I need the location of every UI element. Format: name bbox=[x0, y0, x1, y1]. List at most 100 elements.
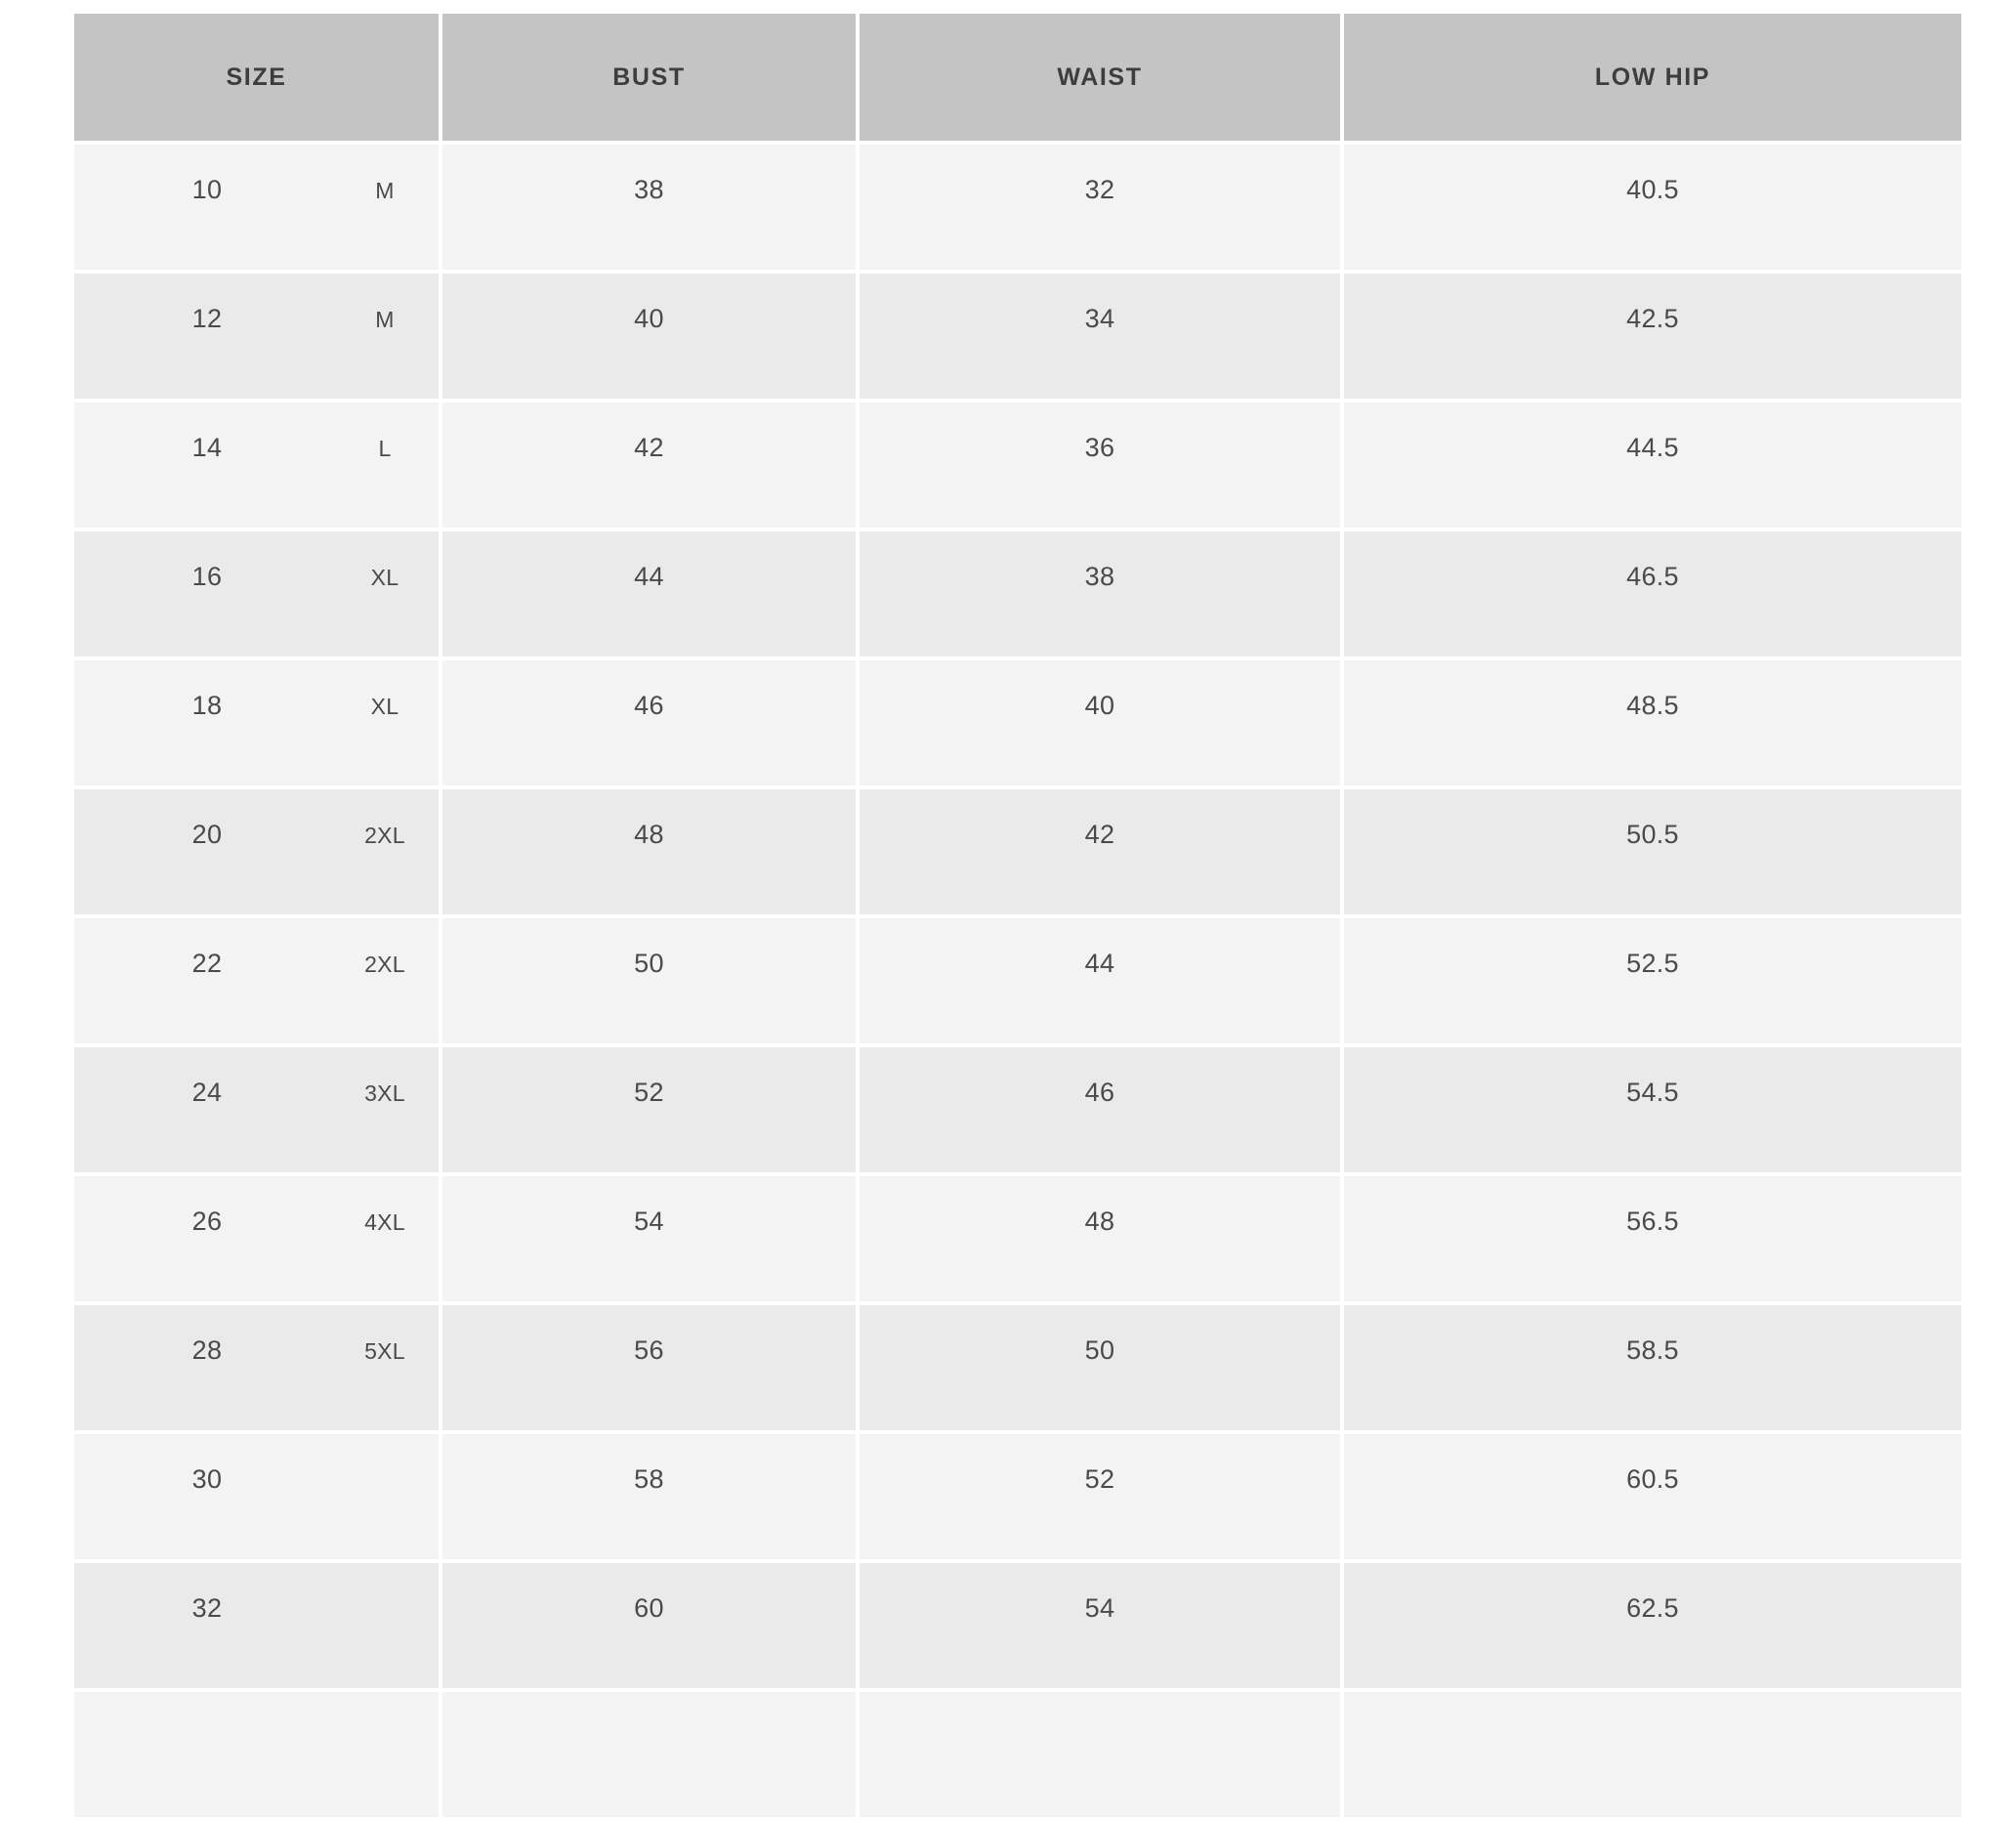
cell-low-hip-value: 46.5 bbox=[1626, 562, 1679, 591]
cell-bust: 44 bbox=[442, 531, 856, 656]
cell-low-hip: 52.5 bbox=[1344, 918, 1961, 1043]
size-number: 30 bbox=[191, 1464, 223, 1494]
column-header-bust: BUST bbox=[442, 14, 856, 141]
cell-waist: 42 bbox=[860, 789, 1340, 914]
cell-low-hip: 44.5 bbox=[1344, 402, 1961, 528]
cell-low-hip: 40.5 bbox=[1344, 145, 1961, 270]
column-header-hip: LOW HIP bbox=[1344, 14, 1961, 141]
cell-waist: 44 bbox=[860, 918, 1340, 1043]
cell-bust: 42 bbox=[442, 402, 856, 528]
size-chart: SIZE BUST WAIST LOW HIP 10 M 38 32 40.5 12 M 40… bbox=[74, 14, 1961, 1817]
cell-waist: 46 bbox=[860, 1047, 1340, 1172]
table-row: 22 2XL 50 44 52.5 bbox=[74, 918, 1961, 1043]
cell-bust-value: 60 bbox=[634, 1593, 664, 1623]
table-row: 20 2XL 48 42 50.5 bbox=[74, 789, 1961, 914]
cell-waist-value: 40 bbox=[1084, 691, 1115, 720]
cell-bust-value: 38 bbox=[634, 175, 664, 204]
size-letter-code: M bbox=[375, 307, 395, 332]
cell-size: 10 M bbox=[74, 145, 439, 270]
cell-waist-value: 32 bbox=[1084, 175, 1115, 204]
cell-low-hip-value: 52.5 bbox=[1626, 949, 1679, 978]
cell-waist: 50 bbox=[860, 1305, 1340, 1430]
cell-bust-value: 56 bbox=[634, 1335, 664, 1365]
cell-size: 14 L bbox=[74, 402, 439, 528]
cell-low-hip: 42.5 bbox=[1344, 274, 1961, 399]
cell-waist: 52 bbox=[860, 1434, 1340, 1559]
cell-low-hip: 58.5 bbox=[1344, 1305, 1961, 1430]
size-cell-inner: 24 3XL bbox=[74, 1047, 439, 1172]
cell-waist-value: 34 bbox=[1084, 304, 1115, 333]
cell-waist-value: 38 bbox=[1084, 562, 1115, 591]
cell-bust-value: 46 bbox=[634, 691, 664, 720]
cell-bust-value: 50 bbox=[634, 949, 664, 978]
size-number: 18 bbox=[191, 691, 223, 720]
table-row: 10 M 38 32 40.5 bbox=[74, 145, 1961, 270]
size-cell-inner: 12 M bbox=[74, 274, 439, 399]
cell-waist: 40 bbox=[860, 660, 1340, 785]
size-cell-inner: 22 2XL bbox=[74, 918, 439, 1043]
size-cell-inner: 10 M bbox=[74, 145, 439, 270]
table-row: 32 60 54 62.5 bbox=[74, 1563, 1961, 1688]
cell-bust-value: 40 bbox=[634, 304, 664, 333]
size-chart-table: SIZE BUST WAIST LOW HIP 10 M 38 32 40.5 12 M 40… bbox=[70, 10, 1965, 1821]
size-number: 20 bbox=[191, 820, 223, 849]
cell-size: 24 3XL bbox=[74, 1047, 439, 1172]
cell-bust: 54 bbox=[442, 1176, 856, 1301]
table-row: 30 58 52 60.5 bbox=[74, 1434, 1961, 1559]
size-number: 14 bbox=[191, 433, 223, 462]
cell-low-hip-value: 50.5 bbox=[1626, 820, 1679, 849]
table-body: 10 M 38 32 40.5 12 M 40 34 42.5 14 L 42 36 44.5 16 XL 44 3… bbox=[74, 145, 1961, 1817]
size-cell-inner bbox=[74, 1692, 439, 1817]
table-row: 24 3XL 52 46 54.5 bbox=[74, 1047, 1961, 1172]
size-letter-code: M bbox=[375, 178, 395, 203]
size-letter-code: 2XL bbox=[364, 823, 405, 848]
column-header-waist: WAIST bbox=[860, 14, 1340, 141]
size-cell-inner: 14 L bbox=[74, 402, 439, 528]
size-letter-code: 3XL bbox=[364, 1080, 405, 1106]
cell-bust: 50 bbox=[442, 918, 856, 1043]
cell-low-hip: 54.5 bbox=[1344, 1047, 1961, 1172]
cell-waist bbox=[860, 1692, 1340, 1817]
size-number: 16 bbox=[191, 562, 223, 591]
cell-size: 12 M bbox=[74, 274, 439, 399]
cell-size: 16 XL bbox=[74, 531, 439, 656]
cell-bust: 52 bbox=[442, 1047, 856, 1172]
cell-waist-value: 50 bbox=[1084, 1335, 1115, 1365]
cell-waist-value: 48 bbox=[1084, 1207, 1115, 1236]
size-cell-inner: 20 2XL bbox=[74, 789, 439, 914]
cell-low-hip-value: 56.5 bbox=[1626, 1207, 1679, 1236]
size-number: 32 bbox=[191, 1593, 223, 1623]
cell-low-hip-value: 44.5 bbox=[1626, 433, 1679, 462]
table-header: SIZE BUST WAIST LOW HIP bbox=[74, 14, 1961, 141]
cell-bust: 46 bbox=[442, 660, 856, 785]
cell-bust: 56 bbox=[442, 1305, 856, 1430]
cell-bust: 60 bbox=[442, 1563, 856, 1688]
cell-size: 32 bbox=[74, 1563, 439, 1688]
cell-waist-value: 44 bbox=[1084, 949, 1115, 978]
size-number: 10 bbox=[191, 175, 223, 204]
cell-low-hip-value: 58.5 bbox=[1626, 1335, 1679, 1365]
cell-bust-value: 48 bbox=[634, 820, 664, 849]
cell-low-hip-value: 42.5 bbox=[1626, 304, 1679, 333]
cell-low-hip-value: 48.5 bbox=[1626, 691, 1679, 720]
cell-waist: 38 bbox=[860, 531, 1340, 656]
cell-waist-value: 42 bbox=[1084, 820, 1115, 849]
size-cell-inner: 18 XL bbox=[74, 660, 439, 785]
size-cell-inner: 28 5XL bbox=[74, 1305, 439, 1430]
size-number: 12 bbox=[191, 304, 223, 333]
cell-waist-value: 46 bbox=[1084, 1078, 1115, 1107]
cell-waist-value: 54 bbox=[1084, 1593, 1115, 1623]
cell-low-hip: 62.5 bbox=[1344, 1563, 1961, 1688]
table-row: 14 L 42 36 44.5 bbox=[74, 402, 1961, 528]
cell-size: 30 bbox=[74, 1434, 439, 1559]
cell-bust-value: 54 bbox=[634, 1207, 664, 1236]
cell-low-hip: 50.5 bbox=[1344, 789, 1961, 914]
cell-size: 22 2XL bbox=[74, 918, 439, 1043]
cell-waist: 32 bbox=[860, 145, 1340, 270]
column-header-size: SIZE bbox=[74, 14, 439, 141]
table-row: 12 M 40 34 42.5 bbox=[74, 274, 1961, 399]
size-letter-code: XL bbox=[370, 565, 399, 590]
size-letter-code: 5XL bbox=[364, 1338, 405, 1364]
cell-low-hip: 56.5 bbox=[1344, 1176, 1961, 1301]
size-cell-inner: 26 4XL bbox=[74, 1176, 439, 1301]
